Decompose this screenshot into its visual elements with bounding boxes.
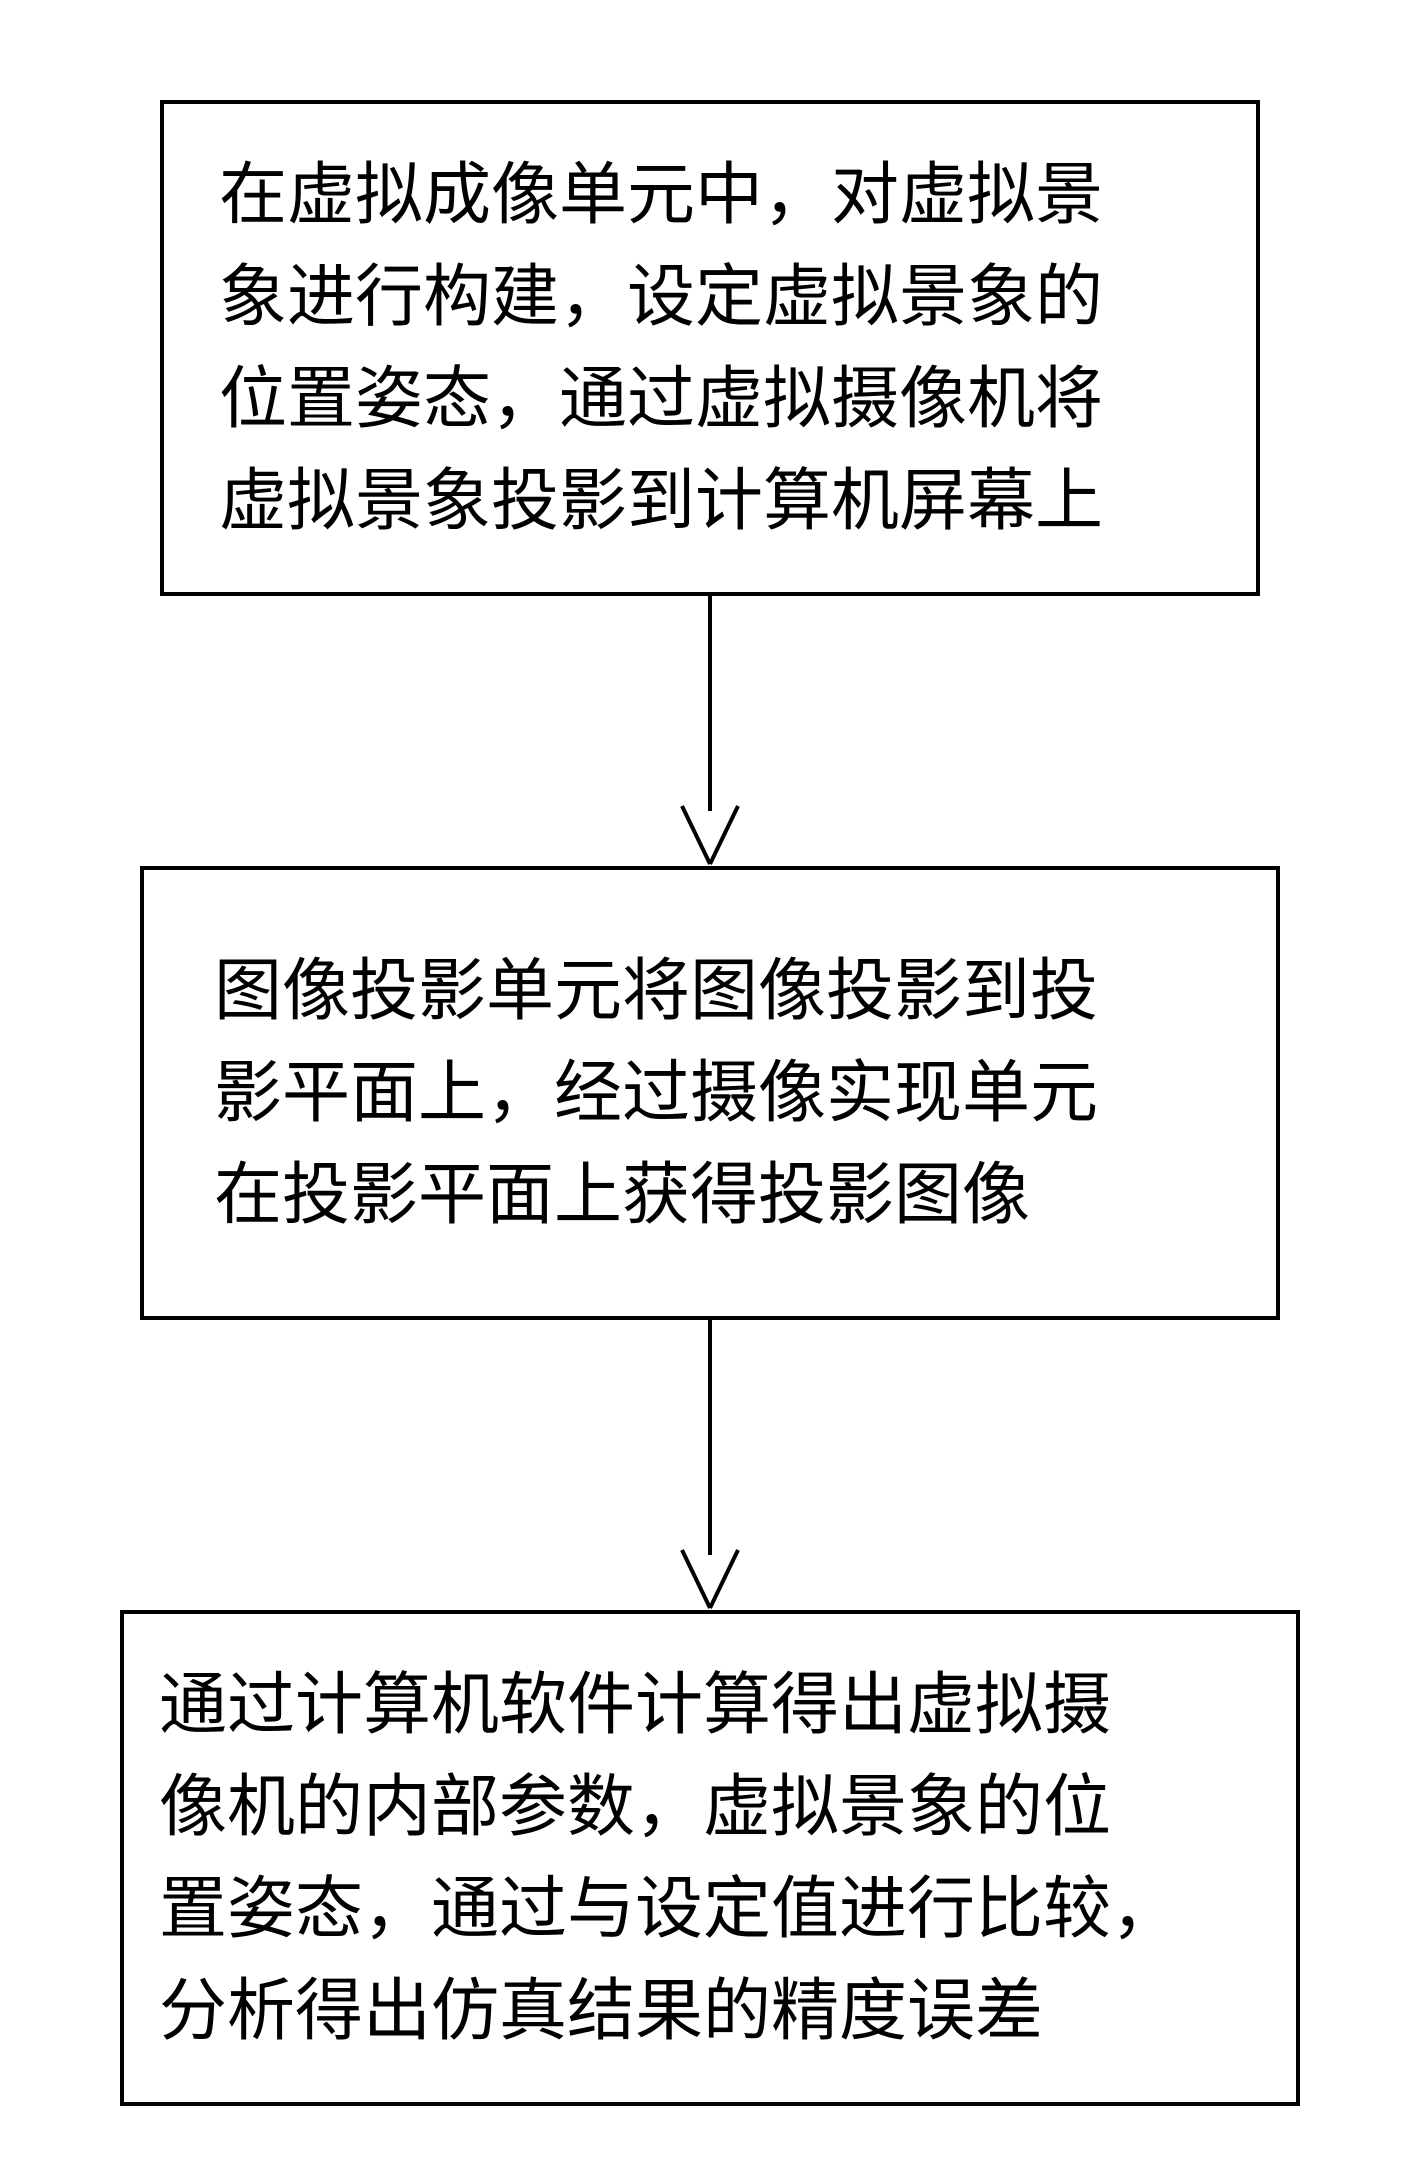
node-text-line: 影平面上，经过摄像实现单元 (214, 1055, 1098, 1131)
node-text-line: 置姿态，通过与设定值进行比较， (159, 1871, 1179, 1947)
flowchart-arrow (672, 596, 748, 866)
node-text-line: 通过计算机软件计算得出虚拟摄 (159, 1667, 1111, 1743)
node-text-line: 在虚拟成像单元中，对虚拟景 (219, 157, 1103, 233)
node-text-line: 象进行构建，设定虚拟景象的 (219, 259, 1103, 335)
flowchart-container: 在虚拟成像单元中，对虚拟景象进行构建，设定虚拟景象的位置姿态，通过虚拟摄像机将虚… (120, 100, 1300, 2106)
node-text-line: 位置姿态，通过虚拟摄像机将 (219, 361, 1103, 437)
node-text-line: 虚拟景象投影到计算机屏幕上 (219, 463, 1103, 539)
node-text-line: 图像投影单元将图像投影到投 (214, 953, 1098, 1029)
flowchart-arrow (672, 1320, 748, 1610)
flowchart-node: 在虚拟成像单元中，对虚拟景象进行构建，设定虚拟景象的位置姿态，通过虚拟摄像机将虚… (160, 100, 1260, 596)
flowchart-node: 图像投影单元将图像投影到投影平面上，经过摄像实现单元在投影平面上获得投影图像 (140, 866, 1280, 1320)
node-text-line: 在投影平面上获得投影图像 (214, 1157, 1030, 1233)
node-text-line: 像机的内部参数，虚拟景象的位 (159, 1769, 1111, 1845)
node-text-line: 分析得出仿真结果的精度误差 (159, 1973, 1043, 2049)
flowchart-node: 通过计算机软件计算得出虚拟摄像机的内部参数，虚拟景象的位置姿态，通过与设定值进行… (120, 1610, 1300, 2106)
